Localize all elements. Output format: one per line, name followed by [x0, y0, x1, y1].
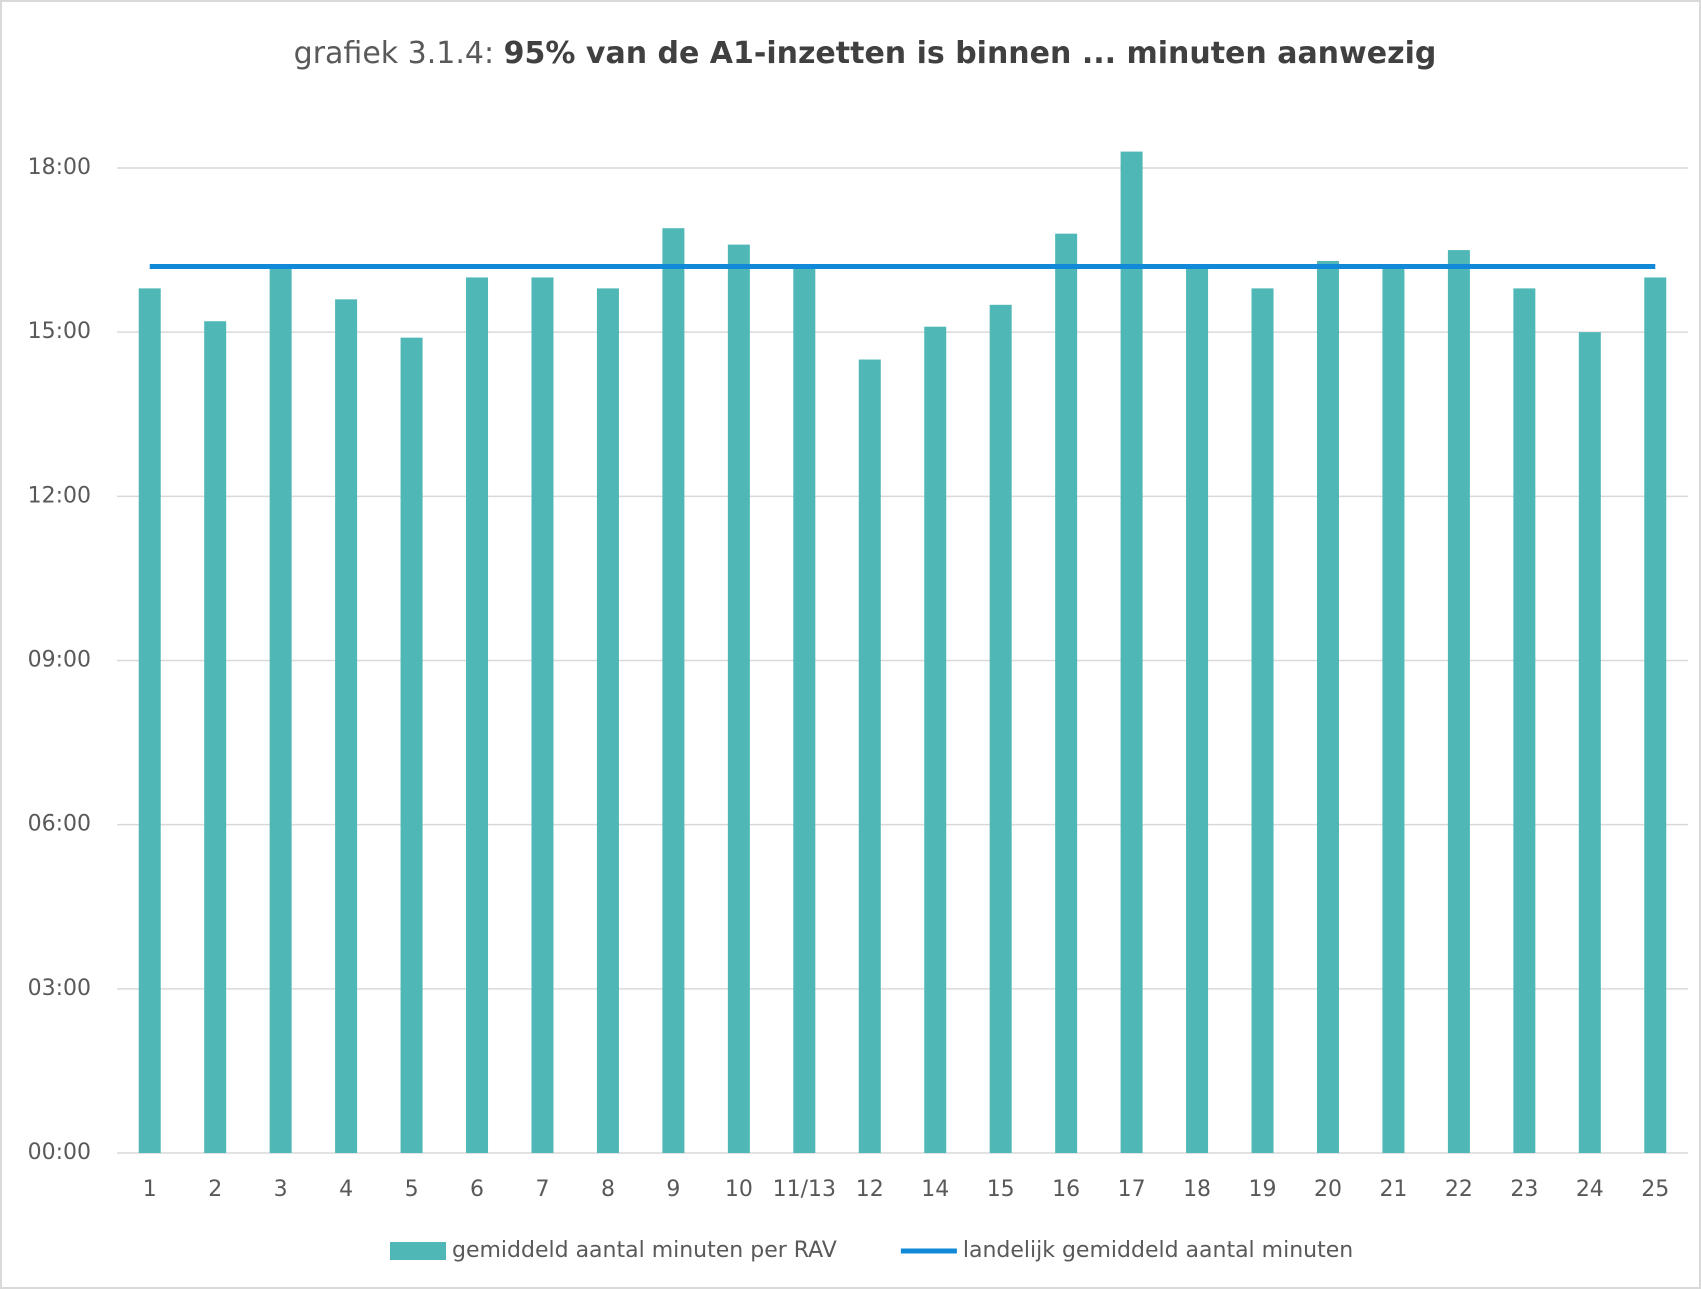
x-tick-label: 7 [535, 1177, 549, 1202]
x-tick-label: 23 [1510, 1177, 1538, 1202]
x-tick-label: 14 [921, 1177, 949, 1202]
x-tick-label: 18 [1183, 1177, 1211, 1202]
bar [400, 337, 423, 1153]
bar [204, 321, 227, 1153]
x-tick-label: 21 [1379, 1177, 1407, 1202]
x-tick-label: 2 [208, 1177, 222, 1202]
x-tick-label: 16 [1052, 1177, 1080, 1202]
x-tick-label: 25 [1641, 1177, 1669, 1202]
y-tick-label: 00:00 [28, 1140, 91, 1165]
legend-label: gemiddeld aantal minuten per RAV [452, 1238, 837, 1263]
y-tick-label: 06:00 [28, 812, 91, 837]
bar [335, 299, 358, 1153]
bar [727, 244, 750, 1154]
x-tick-label: 8 [601, 1177, 615, 1202]
bar [531, 277, 554, 1153]
bar [989, 304, 1012, 1153]
x-tick-label: 6 [470, 1177, 484, 1202]
x-tick-label: 10 [725, 1177, 753, 1202]
bar [138, 288, 161, 1153]
x-tick-label: 24 [1576, 1177, 1604, 1202]
bar [596, 288, 619, 1153]
bar [858, 359, 881, 1153]
x-tick-label: 4 [339, 1177, 353, 1202]
title-main: 95% van de A1-inzetten is binnen ... min… [504, 36, 1437, 71]
y-tick-label: 12:00 [28, 483, 91, 508]
y-tick-label: 09:00 [28, 648, 91, 673]
bar [924, 326, 947, 1153]
bar [1447, 250, 1470, 1154]
x-tick-label: 17 [1118, 1177, 1146, 1202]
bar [1644, 277, 1667, 1153]
y-tick-label: 03:00 [28, 976, 91, 1001]
bar [1055, 233, 1078, 1153]
bar [1382, 266, 1405, 1153]
x-tick-label: 3 [274, 1177, 288, 1202]
chart-title: grafiek 3.1.4: 95% van de A1-inzetten is… [294, 36, 1437, 71]
bar [793, 266, 816, 1153]
x-tick-label: 5 [405, 1177, 419, 1202]
legend-label: landelijk gemiddeld aantal minuten [963, 1238, 1353, 1263]
x-tick-label: 15 [987, 1177, 1015, 1202]
y-tick-label: 18:00 [28, 155, 91, 180]
bar [269, 266, 292, 1153]
legend-swatch [390, 1242, 446, 1260]
title-prefix: grafiek 3.1.4: [294, 36, 494, 71]
bar [1578, 332, 1601, 1154]
bar [1251, 288, 1274, 1153]
x-tick-label: 22 [1445, 1177, 1473, 1202]
bar [662, 228, 685, 1153]
x-tick-label: 1 [143, 1177, 157, 1202]
x-tick-label: 11/13 [773, 1177, 836, 1202]
bar [1316, 261, 1339, 1153]
x-tick-label: 12 [856, 1177, 884, 1202]
y-tick-label: 15:00 [28, 319, 91, 344]
bar [1513, 288, 1536, 1153]
bar [1120, 151, 1143, 1154]
bar [1186, 266, 1209, 1153]
x-tick-label: 9 [666, 1177, 680, 1202]
x-tick-label: 19 [1249, 1177, 1277, 1202]
x-tick-label: 20 [1314, 1177, 1342, 1202]
bar [466, 277, 489, 1153]
